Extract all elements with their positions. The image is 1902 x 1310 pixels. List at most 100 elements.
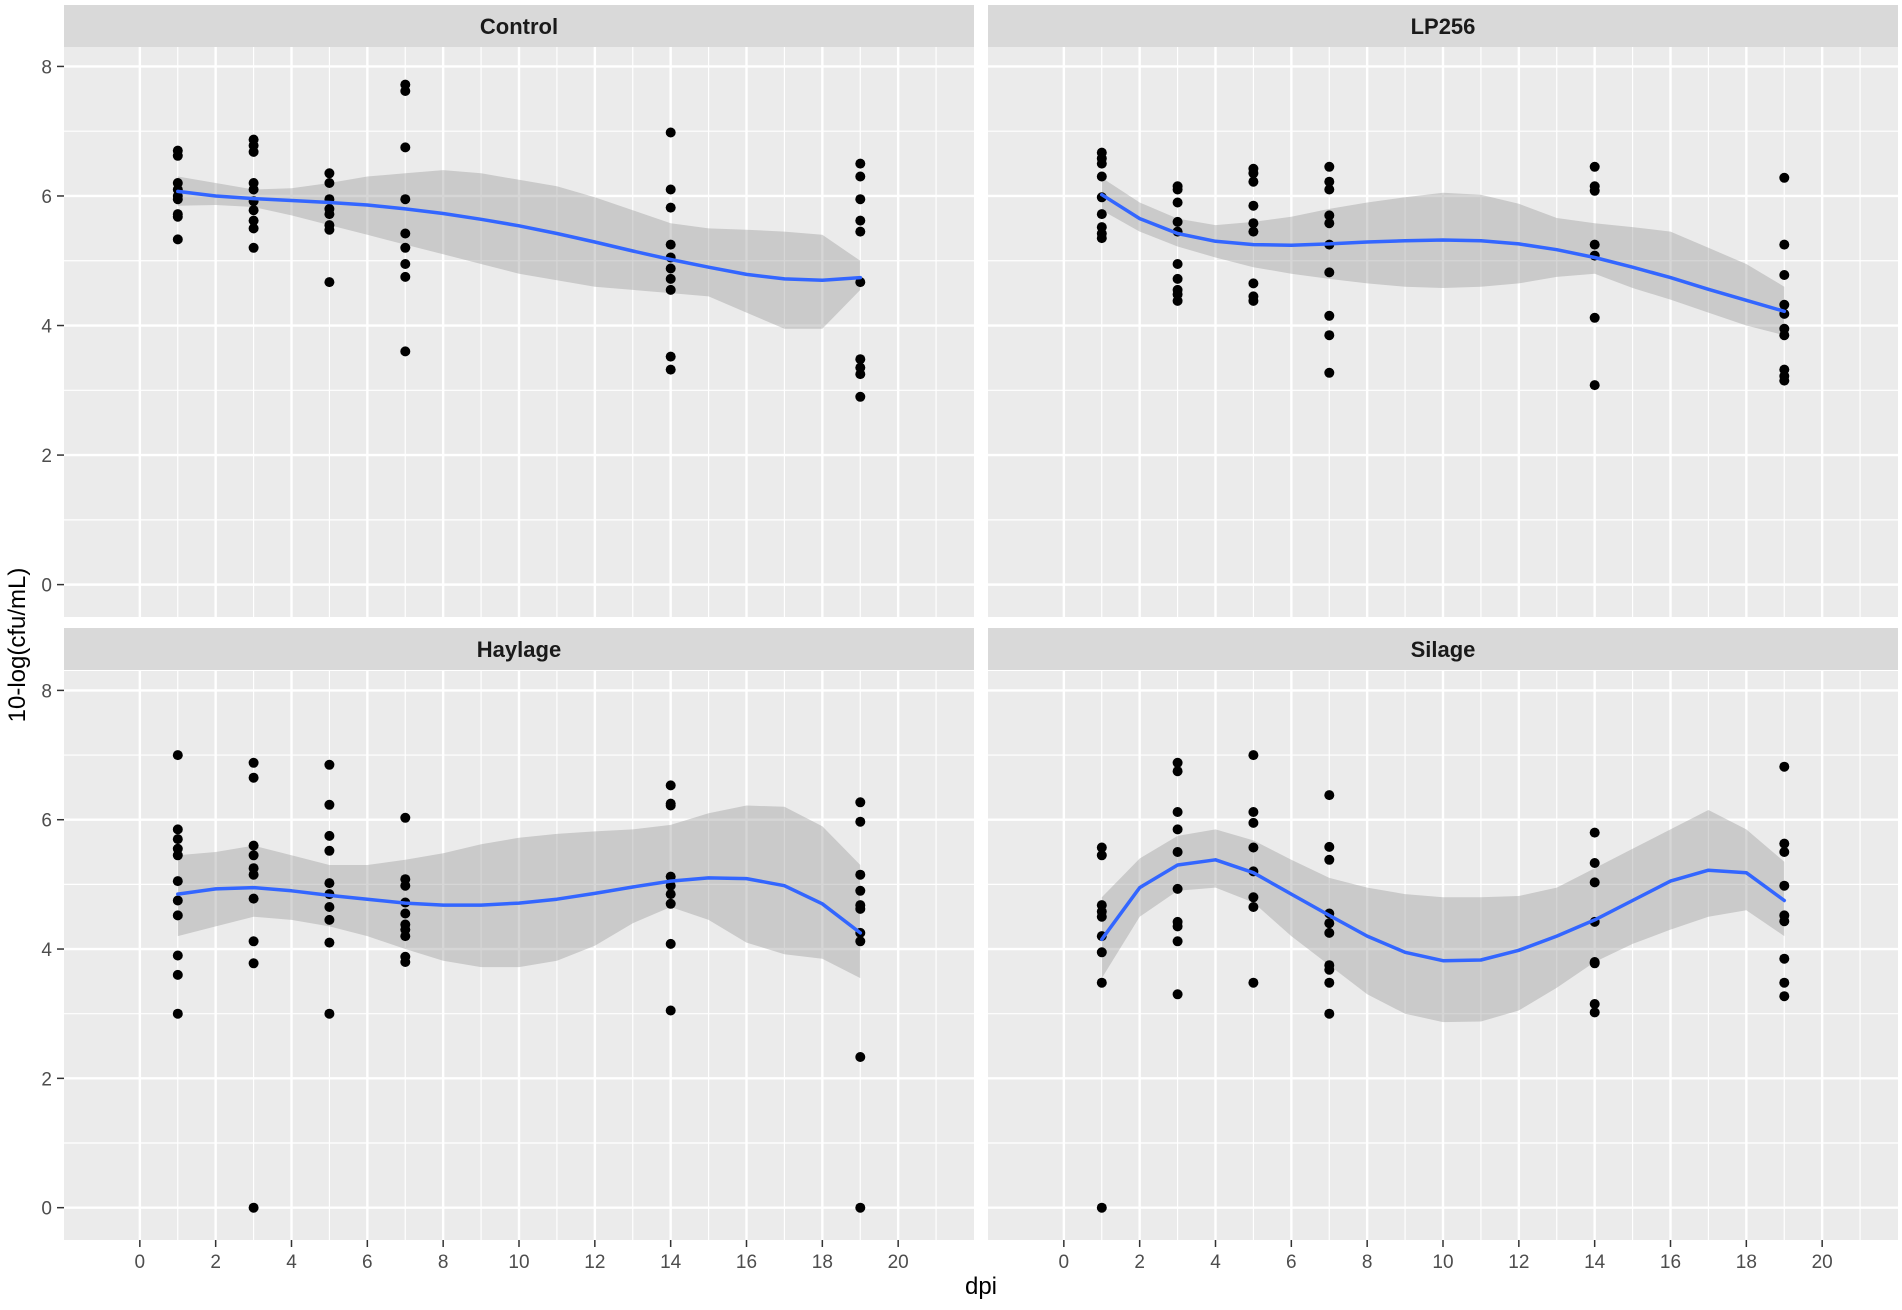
data-point [855, 226, 866, 237]
data-point [1779, 953, 1790, 964]
data-point [1779, 761, 1790, 772]
data-point [248, 958, 259, 969]
facet-title: Control [480, 14, 558, 39]
data-point [1779, 916, 1790, 927]
data-point [400, 259, 411, 269]
x-tick-label: 0 [135, 1252, 146, 1273]
data-point [324, 759, 335, 770]
data-point [1096, 209, 1107, 220]
data-point [248, 184, 259, 195]
data-point [1324, 184, 1335, 195]
data-point [1248, 842, 1259, 853]
x-axis-title: dpi [965, 1273, 997, 1300]
x-tick-label: 18 [812, 1252, 833, 1273]
y-tick-label: 8 [41, 681, 52, 702]
data-point [665, 898, 676, 909]
data-point [665, 202, 676, 213]
smooth-line [176, 876, 863, 935]
data-point [248, 936, 259, 947]
data-point [665, 273, 676, 284]
data-point [665, 780, 676, 791]
data-point [324, 902, 335, 912]
data-point [1779, 991, 1790, 1002]
data-point [855, 391, 866, 402]
data-point [1248, 977, 1259, 988]
data-point [855, 171, 866, 182]
confidence-ribbon [177, 805, 861, 979]
data-point [1324, 310, 1335, 321]
confidence-ribbon [1101, 177, 1785, 336]
data-point [855, 194, 866, 205]
data-point [1248, 817, 1259, 828]
facet-strip [64, 5, 974, 47]
data-point [400, 86, 411, 96]
data-point [1248, 176, 1259, 187]
data-point [855, 277, 866, 288]
data-point [665, 263, 676, 274]
data-point [1324, 330, 1335, 341]
data-point [248, 850, 259, 861]
data-point [1779, 847, 1790, 857]
x-tick-label: 18 [1736, 1252, 1757, 1273]
data-point [665, 889, 676, 900]
data-point [172, 211, 183, 222]
data-point [855, 369, 866, 380]
data-point [1589, 185, 1600, 196]
data-point [1248, 892, 1259, 903]
x-tick-label: 16 [1660, 1252, 1681, 1273]
x-tick-label: 10 [508, 1252, 529, 1273]
data-point [400, 931, 411, 942]
data-point [1172, 883, 1183, 894]
y-tick-label: 0 [41, 1199, 52, 1220]
data-point [400, 228, 411, 239]
data-point [1324, 977, 1335, 988]
data-point [1096, 947, 1107, 958]
data-point [172, 950, 183, 961]
data-point [1324, 267, 1335, 278]
data-point [1589, 380, 1600, 391]
data-point [172, 895, 183, 906]
data-point [855, 903, 866, 914]
data-point [1096, 850, 1107, 861]
data-point [1324, 927, 1335, 938]
data-point [324, 1008, 335, 1019]
data-point [855, 869, 866, 880]
data-point [248, 215, 259, 226]
data-point [400, 194, 411, 205]
y-axis-title: 10-log(cfu/mL) [4, 568, 31, 723]
y-tick-label: 2 [41, 446, 52, 467]
facet-strip [64, 628, 974, 670]
data-point [324, 914, 335, 925]
data-point [1589, 312, 1600, 323]
data-point [324, 178, 335, 188]
data-point [665, 127, 676, 138]
data-point [400, 346, 411, 357]
data-point [1589, 958, 1600, 969]
data-point [324, 830, 335, 841]
data-point [1779, 299, 1790, 310]
data-point [665, 1005, 676, 1016]
data-point [665, 284, 676, 295]
facet-strip [988, 5, 1898, 47]
x-tick-label: 2 [210, 1252, 221, 1273]
data-point [324, 937, 335, 948]
data-point [324, 209, 335, 220]
data-point [172, 750, 183, 761]
data-point [1248, 278, 1259, 289]
data-point [855, 816, 866, 827]
facet-panel-silage: Silage 0 2 4 6 8 10 12 14 16 18 20 [988, 628, 1898, 1273]
data-point [1779, 172, 1790, 183]
data-point [665, 239, 676, 250]
data-point [1172, 216, 1183, 227]
data-point [172, 910, 183, 921]
data-point [1096, 977, 1107, 988]
data-point [1324, 964, 1335, 975]
data-point [1779, 880, 1790, 891]
data-point [172, 834, 183, 845]
x-tick-label: 12 [584, 1252, 605, 1273]
y-tick-label: 6 [41, 811, 52, 832]
data-point [324, 845, 335, 856]
data-point [400, 812, 411, 823]
data-point [1172, 847, 1183, 857]
data-point [400, 242, 411, 253]
